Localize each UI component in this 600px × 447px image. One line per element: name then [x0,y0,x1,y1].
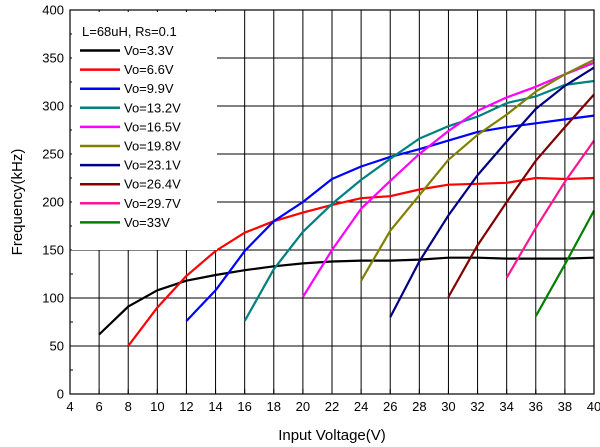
series-line-4 [243,79,595,322]
y-tick-label: 350 [42,51,64,66]
legend-label: Vo=23.1V [124,158,181,173]
y-tick-label: 250 [42,147,64,162]
x-tick-label: 26 [383,399,397,414]
legend-label: Vo=16.5V [124,119,181,134]
series-line-3 [185,114,595,322]
y-tick-label: 300 [42,99,64,114]
x-tick-label: 14 [208,399,222,414]
y-tick-label: 0 [57,387,64,402]
x-tick-label: 18 [267,399,281,414]
legend-label: Vo=9.9V [124,81,174,96]
x-tick-label: 8 [125,399,132,414]
series-lines [98,58,595,347]
x-tick-label: 24 [354,399,368,414]
y-tick-label: 50 [50,339,64,354]
grid [70,10,594,394]
x-tick-label: 4 [66,399,73,414]
y-tick-label: 200 [42,195,64,210]
x-tick-label: 32 [470,399,484,414]
x-tick-label: 38 [558,399,572,414]
legend-label: Vo=3.3V [124,43,174,58]
legend-label: Vo=13.2V [124,100,181,115]
x-tick-label: 10 [150,399,164,414]
x-tick-label: 22 [325,399,339,414]
axis-ticks: 4 6 8 10 12 14 16 18 20 22 24 26 28 30 32 34 36 38 4005010… [42,3,600,415]
series-line-1 [98,256,595,336]
y-tick-label: 100 [42,291,64,306]
series-line-8 [447,93,595,298]
legend: L=68uH, Rs=0.1 Vo=3.3V Vo=6.6V Vo=9.9V Vo=1… [72,12,217,250]
x-tick-label: 34 [499,399,513,414]
legend-label: Vo=6.6V [124,62,174,77]
series-line-9 [505,139,595,279]
legend-label: Vo=33V [124,215,170,230]
x-tick-label: 6 [95,399,102,414]
series-line-5 [301,61,595,298]
legend-label: Vo=26.4V [124,177,181,192]
y-tick-label: 150 [42,243,64,258]
x-tick-label: 16 [237,399,251,414]
y-tick-label: 400 [42,3,64,18]
series-line-6 [360,58,595,282]
x-tick-label: 12 [179,399,193,414]
series-line-10 [534,210,595,317]
legend-title: L=68uH, Rs=0.1 [82,24,177,39]
x-axis-title: Input Voltage(V) [278,427,386,444]
legend-label: Vo=29.7V [124,196,181,211]
series-line-2 [127,176,595,347]
x-tick-label: 20 [296,399,310,414]
series-line-7 [389,66,595,318]
x-tick-label: 30 [441,399,455,414]
x-tick-label: 40 [587,399,600,414]
y-axis-title: Frequency(kHz) [9,149,26,256]
x-tick-label: 28 [412,399,426,414]
legend-label: Vo=19.8V [124,139,181,154]
x-tick-label: 36 [529,399,543,414]
